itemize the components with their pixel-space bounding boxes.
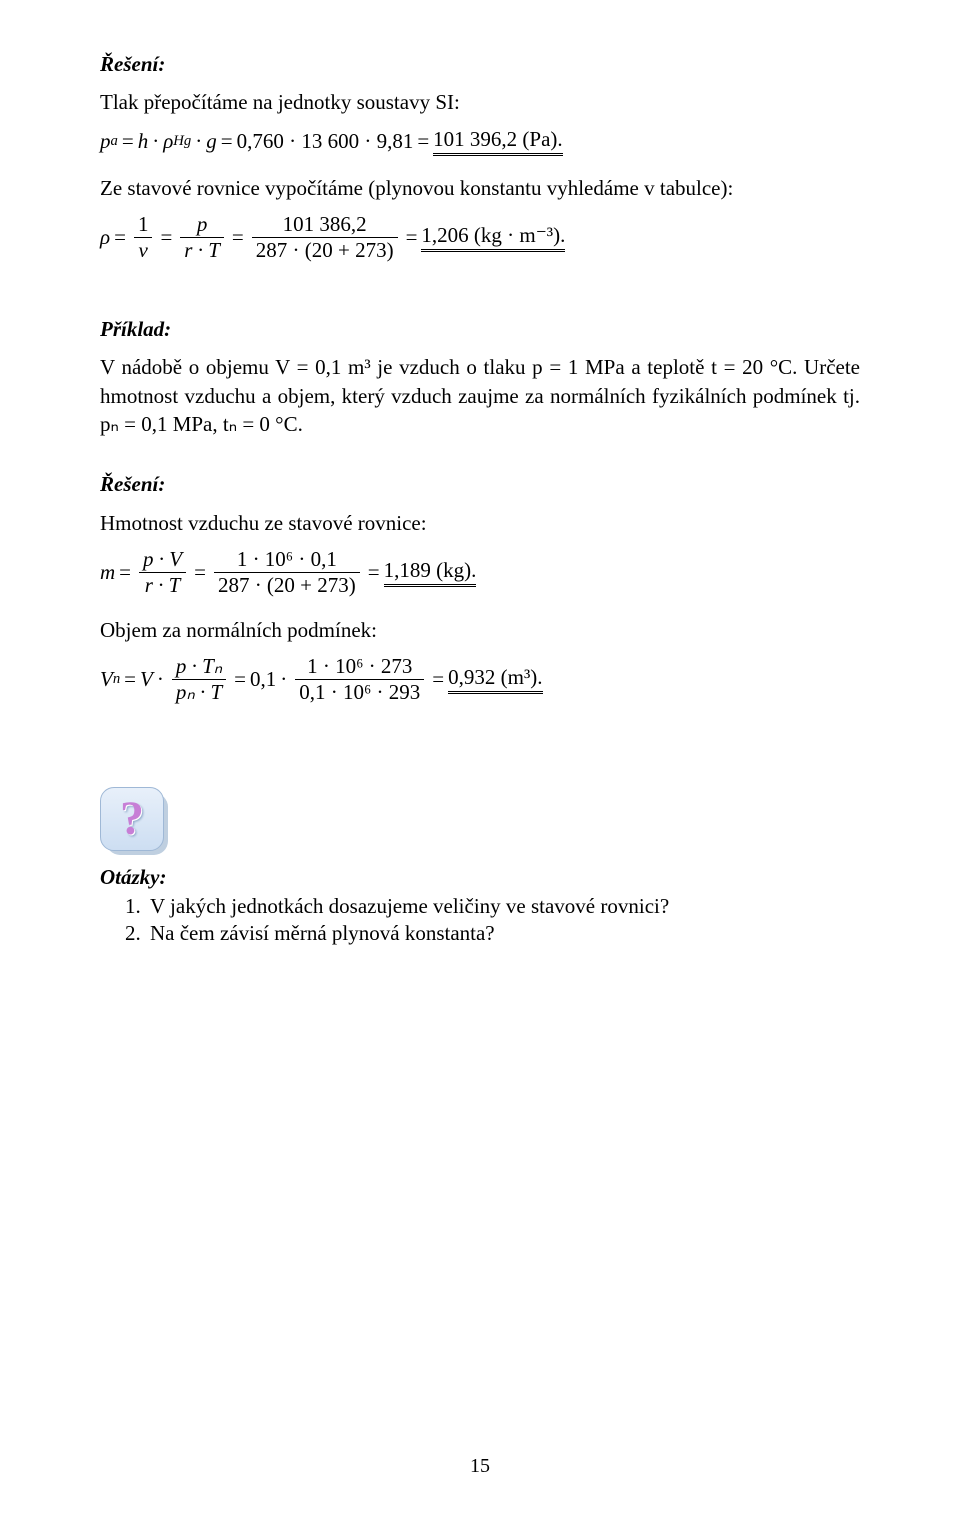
eq-result: 1,206 (kg · m⁻³). (421, 223, 565, 252)
spacer (100, 723, 860, 757)
equals-sign: = (232, 225, 244, 250)
eq-result: 101 396,2 (Pa). (433, 127, 563, 156)
frac-den: r · T (180, 238, 224, 263)
questions-heading: Otázky: (100, 863, 860, 891)
eq-m: m (100, 560, 115, 585)
eq-V-plain: V (140, 667, 153, 692)
frac-num: p · Tₙ (172, 654, 226, 679)
eq-result: 0,932 (m³). (448, 665, 542, 694)
eq-g: g (206, 129, 217, 154)
dot-op: · (157, 667, 164, 692)
solution-heading-2: Řešení: (100, 470, 860, 498)
equals-sign: = (119, 560, 131, 585)
question-icon-body: ? (100, 787, 164, 851)
question-item-2: Na čem závisí měrná plynová konstanta? (146, 921, 860, 946)
solution-heading-1: Řešení: (100, 50, 860, 78)
equation-pa: pa = h · ρHg · g = 0,760 · 13 600 · 9,81… (100, 127, 860, 156)
frac-num: 1 · 10⁶ · 273 (303, 654, 416, 679)
frac-den: 287 · (20 + 273) (214, 573, 360, 598)
dot-op: · (195, 129, 202, 154)
eq-rho-sub: Hg (173, 133, 191, 150)
frac-1v: 1 v (134, 212, 153, 263)
equals-sign: = (368, 560, 380, 585)
frac-den: r · T (141, 573, 185, 598)
frac-numeric: 1 · 10⁶ · 273 0,1 · 10⁶ · 293 (295, 654, 424, 705)
eq-rho: ρ (163, 129, 173, 154)
page-number: 15 (0, 1455, 960, 1478)
frac-num: p · V (139, 547, 186, 572)
frac-num: 1 (134, 212, 153, 237)
example-heading: Příklad: (100, 315, 860, 343)
question-icon: ? (100, 787, 170, 857)
frac-num: 101 386,2 (279, 212, 371, 237)
frac-den: 0,1 · 10⁶ · 293 (295, 680, 424, 705)
equation-rho: ρ = 1 v = p r · T = 101 386,2 287 · (20 … (100, 212, 860, 263)
eq-rho-sym: ρ (100, 225, 110, 250)
frac-numeric: 101 386,2 287 · (20 + 273) (252, 212, 398, 263)
example-text: V nádobě o objemu V = 0,1 m³ je vzduch o… (100, 353, 860, 438)
equals-sign: = (114, 225, 126, 250)
equals-sign: = (124, 667, 136, 692)
frac-den: pₙ · T (172, 680, 226, 705)
frac-den: 287 · (20 + 273) (252, 238, 398, 263)
frac-prT: p r · T (180, 212, 224, 263)
frac-num: 1 · 10⁶ · 0,1 (233, 547, 341, 572)
question-item-1: V jakých jednotkách dosazujeme veličiny … (146, 894, 860, 919)
frac-num: p (193, 212, 212, 237)
eq-result: 1,189 (kg). (384, 558, 477, 587)
equals-sign: = (122, 129, 134, 154)
equation-vn: Vn = V · p · Tₙ pₙ · T = 0,1 · 1 · 10⁶ ·… (100, 654, 860, 705)
frac-pv-rt: p · V r · T (139, 547, 186, 598)
equals-sign: = (194, 560, 206, 585)
eq-mid: 0,1 (250, 667, 276, 692)
eq-V: V (100, 667, 113, 692)
eq-lhs-p: p (100, 129, 111, 154)
equals-sign: = (160, 225, 172, 250)
equals-sign: = (406, 225, 418, 250)
eq-lhs-sub: a (111, 133, 118, 150)
page: Řešení: Tlak přepočítáme na jednotky sou… (0, 0, 960, 1518)
solution1-after: Ze stavové rovnice vypočítáme (plynovou … (100, 174, 860, 202)
frac-ptn-pnt: p · Tₙ pₙ · T (172, 654, 226, 705)
spacer (100, 281, 860, 315)
eq-numeric: 0,760 · 13 600 · 9,81 (237, 129, 414, 154)
solution1-intro: Tlak přepočítáme na jednotky soustavy SI… (100, 88, 860, 116)
equals-sign: = (221, 129, 233, 154)
equals-sign: = (234, 667, 246, 692)
question-mark-glyph: ? (120, 795, 144, 843)
eq-h: h (138, 129, 149, 154)
frac-den: v (135, 238, 152, 263)
eq-V-sub: n (113, 671, 120, 688)
questions-list: V jakých jednotkách dosazujeme veličiny … (100, 894, 860, 946)
equals-sign: = (432, 667, 444, 692)
equation-m: m = p · V r · T = 1 · 10⁶ · 0,1 287 · (2… (100, 547, 860, 598)
solution2-intro: Hmotnost vzduchu ze stavové rovnice: (100, 509, 860, 537)
frac-numeric: 1 · 10⁶ · 0,1 287 · (20 + 273) (214, 547, 360, 598)
dot-op: · (152, 129, 159, 154)
normal-cond-intro: Objem za normálních podmínek: (100, 616, 860, 644)
spacer (100, 448, 860, 470)
dot-op: · (280, 667, 287, 692)
equals-sign: = (417, 129, 429, 154)
